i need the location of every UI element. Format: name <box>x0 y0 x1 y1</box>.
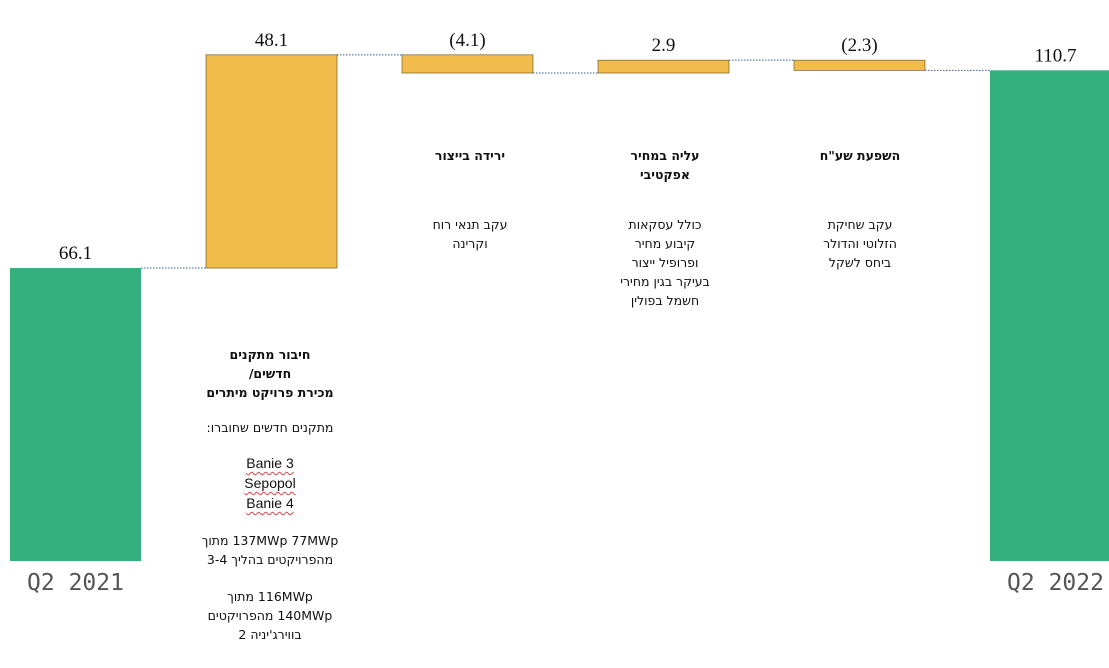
annotation-production-drop: ירידה בייצור עקב תנאי רוח וקרינה <box>395 146 545 253</box>
project-name: Banie 3 <box>246 455 294 471</box>
annotation-new-installations: חיבור מתקנים חדשים/ מכירת פרויקט מיתרים … <box>185 345 355 644</box>
annotation-fx-impact: השפעת שע"ח עקב שחיקת הזלוטי והדולר ביחס … <box>785 146 935 272</box>
data-label: 48.1 <box>255 30 288 51</box>
annotation-line: עקב תנאי רוח <box>432 217 508 232</box>
annotation-title-line: אפקטיבי <box>640 167 690 182</box>
annotation-line: כולל עסקאות <box>628 217 702 232</box>
project-name: Banie 4 <box>246 495 294 511</box>
project-name: Sepopol <box>244 475 296 491</box>
category-label: Q2 2022 <box>1007 570 1104 596</box>
annotation-line: בווירג'יניה 2 <box>238 627 302 642</box>
annotation-line: קיבוע מחיר <box>634 236 696 251</box>
waterfall-bar <box>205 54 338 269</box>
annotation-line: עקב שחיקת <box>827 217 893 232</box>
annotation-title-line: עליה במחיר <box>630 148 700 163</box>
annotation-line: 116MWp מתוך <box>227 589 313 604</box>
data-label: (2.3) <box>841 35 877 56</box>
waterfall-bar <box>990 70 1109 561</box>
annotation-effective-price: עליה במחיר אפקטיבי כולל עסקאות קיבוע מחי… <box>590 146 740 310</box>
annotation-title-line: השפעת שע"ח <box>819 148 901 163</box>
data-label: (4.1) <box>449 30 485 51</box>
annotation-title-line: מכירת פרויקט מיתרים <box>206 385 334 400</box>
annotation-title-line: ירידה בייצור <box>434 148 506 163</box>
annotation-line: מהפרויקטים בהליך 3-4 <box>206 552 334 567</box>
annotation-line: בעיקר בגין מחירי <box>620 274 710 289</box>
annotation-line: הזלוטי והדולר <box>823 236 897 251</box>
data-label: 66.1 <box>59 243 92 264</box>
waterfall-bar <box>793 59 926 71</box>
data-label: 110.7 <box>1034 45 1076 66</box>
annotation-title-line: חדשים/ <box>248 366 292 381</box>
category-label: Q2 2021 <box>27 570 124 596</box>
annotation-title-line: חיבור מתקנים <box>229 347 311 362</box>
annotation-line: חשמל בפולין <box>630 293 700 308</box>
annotation-intro: מתקנים חדשים שחוברו: <box>206 420 334 435</box>
waterfall-bar <box>10 268 141 561</box>
annotation-line: וקרינה <box>452 236 488 251</box>
waterfall-bar <box>401 54 534 74</box>
annotation-line: ביחס לשקל <box>828 255 892 270</box>
annotation-line: ופרופיל ייצור <box>631 255 699 270</box>
annotation-line: 140MWp מהפרויקטים <box>207 608 333 623</box>
waterfall-bar <box>597 59 730 74</box>
data-label: 2.9 <box>652 35 676 56</box>
annotation-line: 137MWp 77MWp מתוך <box>201 533 339 548</box>
